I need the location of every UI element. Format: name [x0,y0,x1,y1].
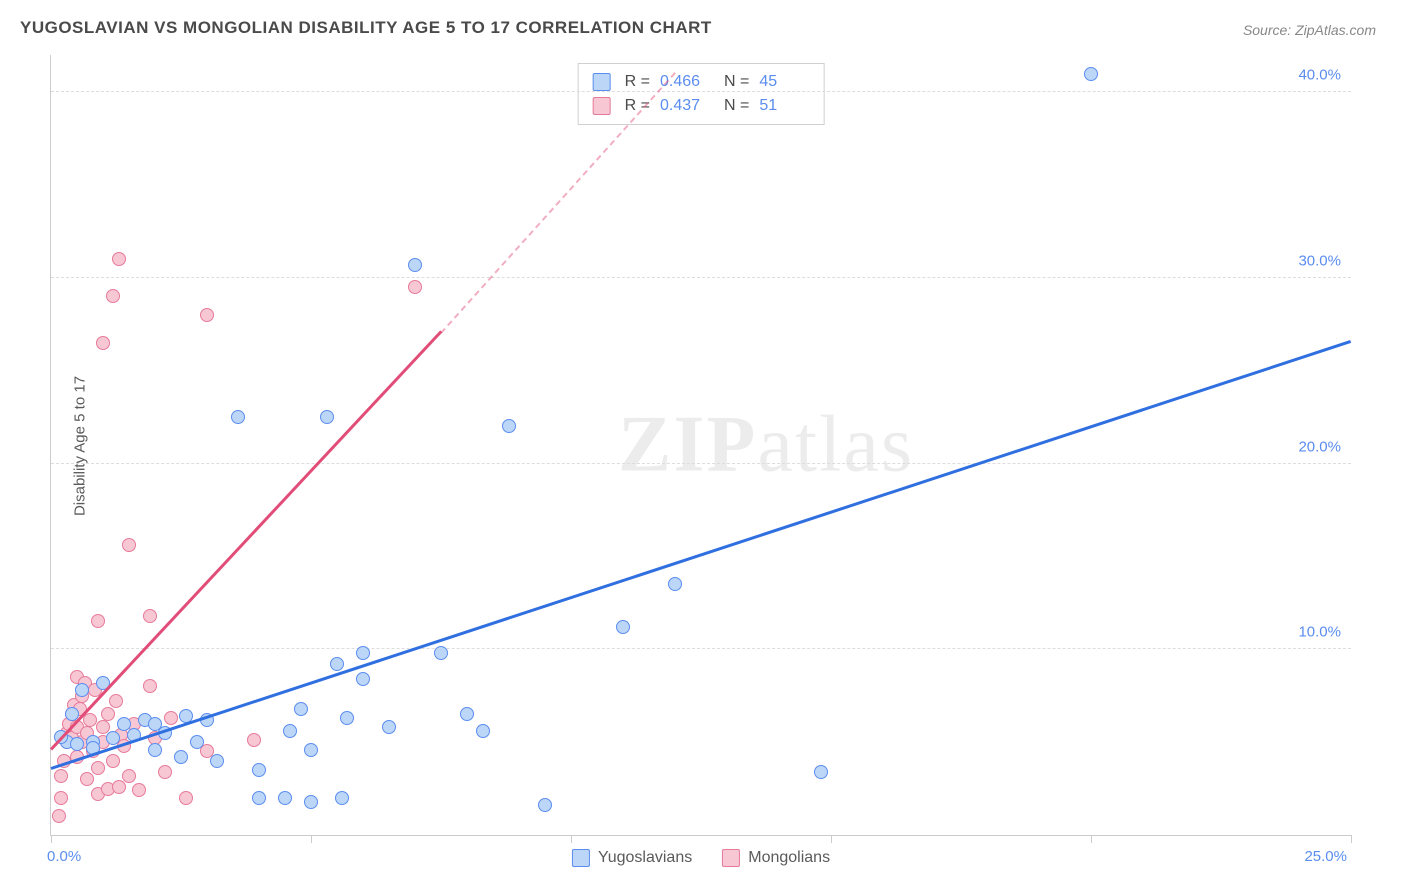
swatch-yugoslavians [593,73,611,91]
data-point-mongolians [158,765,172,779]
gridline [51,277,1351,278]
data-point-yugoslavians [538,798,552,812]
x-tick [831,835,832,843]
data-point-yugoslavians [616,620,630,634]
data-point-mongolians [101,707,115,721]
y-tick-label: 10.0% [1298,624,1341,641]
data-point-mongolians [106,289,120,303]
data-point-mongolians [164,711,178,725]
legend-item-mongolians: Mongolians [722,849,830,867]
trendline-yugoslavians [51,340,1352,770]
data-point-yugoslavians [356,672,370,686]
data-point-yugoslavians [356,646,370,660]
data-point-yugoslavians [252,791,266,805]
data-point-yugoslavians [294,702,308,716]
source-attribution: Source: ZipAtlas.com [1243,22,1376,38]
swatch-mongolians [593,97,611,115]
y-tick-label: 20.0% [1298,438,1341,455]
watermark-zip: ZIP [618,401,757,489]
x-tick [1351,835,1352,843]
data-point-yugoslavians [174,750,188,764]
data-point-yugoslavians [382,720,396,734]
data-point-mongolians [91,761,105,775]
data-point-yugoslavians [190,735,204,749]
data-point-mongolians [96,336,110,350]
data-point-yugoslavians [814,765,828,779]
correlation-legend: R = 0.466 N = 45 R = 0.437 N = 51 [578,63,825,125]
data-point-yugoslavians [231,410,245,424]
data-point-yugoslavians [668,577,682,591]
source-name: ZipAtlas.com [1295,22,1376,38]
data-point-yugoslavians [210,754,224,768]
data-point-yugoslavians [1084,67,1098,81]
data-point-yugoslavians [320,410,334,424]
data-point-yugoslavians [148,743,162,757]
data-point-mongolians [179,791,193,805]
data-point-yugoslavians [434,646,448,660]
plot-area: ZIPatlas R = 0.466 N = 45 R = 0.437 N = … [50,55,1351,836]
data-point-mongolians [54,791,68,805]
data-point-yugoslavians [283,724,297,738]
chart-title: YUGOSLAVIAN VS MONGOLIAN DISABILITY AGE … [20,18,712,38]
data-point-yugoslavians [278,791,292,805]
data-point-yugoslavians [340,711,354,725]
data-point-yugoslavians [106,731,120,745]
data-point-yugoslavians [408,258,422,272]
y-tick-label: 30.0% [1298,252,1341,269]
data-point-mongolians [106,754,120,768]
data-point-mongolians [112,780,126,794]
trendline-mongolians-extrapolated [440,72,675,333]
data-point-mongolians [143,609,157,623]
data-point-yugoslavians [304,743,318,757]
data-point-mongolians [109,694,123,708]
x-tick [571,835,572,843]
data-point-yugoslavians [75,683,89,697]
data-point-yugoslavians [252,763,266,777]
x-tick [51,835,52,843]
legend-label-yugoslavians: Yugoslavians [598,849,692,867]
trendline-mongolians [50,331,442,751]
r-value-mongolians: 0.437 [660,94,710,118]
data-point-mongolians [122,538,136,552]
data-point-mongolians [52,809,66,823]
data-point-yugoslavians [460,707,474,721]
data-point-mongolians [54,769,68,783]
data-point-mongolians [80,772,94,786]
data-point-yugoslavians [70,737,84,751]
n-label: N = [724,94,749,118]
legend-label-mongolians: Mongolians [748,849,830,867]
data-point-mongolians [91,614,105,628]
data-point-yugoslavians [476,724,490,738]
watermark-atlas: atlas [757,401,914,489]
watermark: ZIPatlas [618,400,914,491]
data-point-mongolians [132,783,146,797]
data-point-mongolians [247,733,261,747]
gridline [51,648,1351,649]
data-point-yugoslavians [502,419,516,433]
series-legend: Yugoslavians Mongolians [572,849,830,867]
y-tick-label: 40.0% [1298,67,1341,84]
data-point-mongolians [200,308,214,322]
x-tick-label: 25.0% [1304,848,1347,865]
swatch-mongolians [722,849,740,867]
legend-row-mongolians: R = 0.437 N = 51 [593,94,810,118]
data-point-mongolians [408,280,422,294]
n-value-mongolians: 51 [759,94,809,118]
source-label: Source: [1243,22,1291,38]
data-point-mongolians [122,769,136,783]
gridline [51,463,1351,464]
x-tick-label: 0.0% [47,848,81,865]
gridline [51,91,1351,92]
data-point-mongolians [143,679,157,693]
legend-item-yugoslavians: Yugoslavians [572,849,692,867]
x-tick [1091,835,1092,843]
swatch-yugoslavians [572,849,590,867]
data-point-yugoslavians [330,657,344,671]
x-tick [311,835,312,843]
data-point-yugoslavians [335,791,349,805]
data-point-mongolians [112,252,126,266]
data-point-yugoslavians [304,795,318,809]
